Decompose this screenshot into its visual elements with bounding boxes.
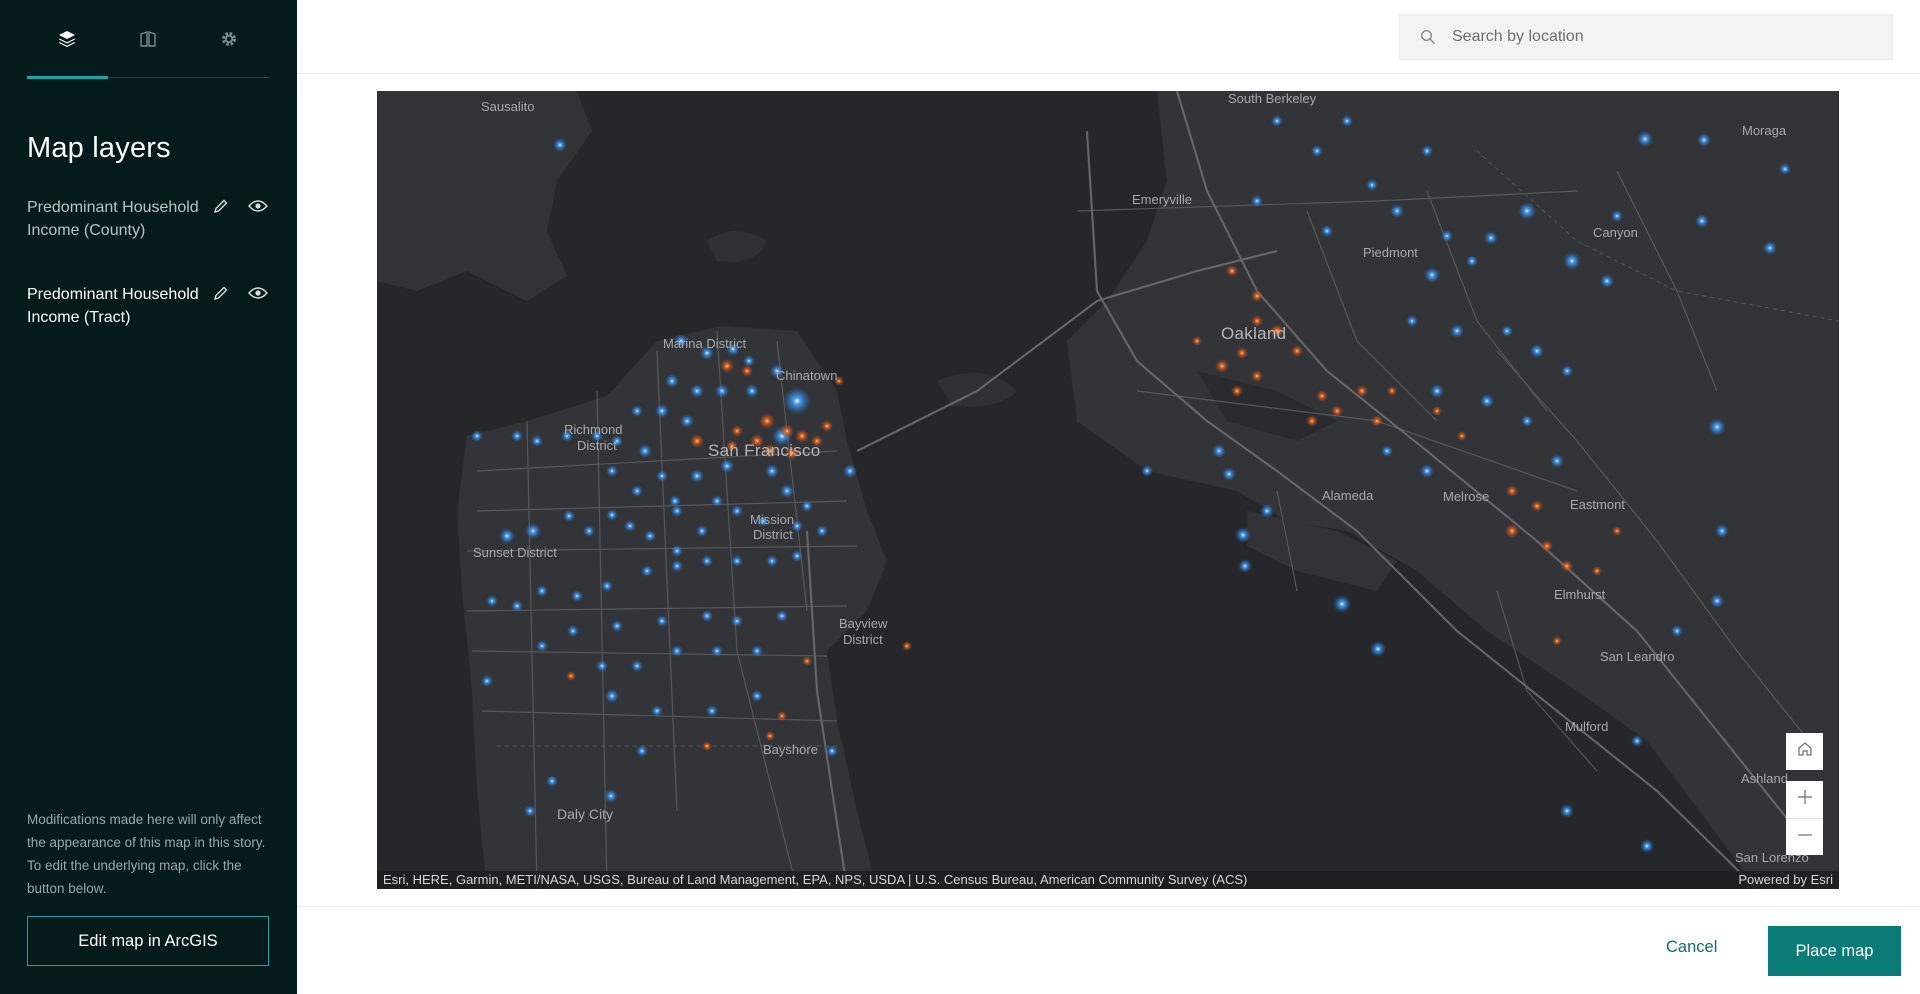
label-oakland: Oakland bbox=[1221, 324, 1287, 343]
powered-by-esri[interactable]: Powered by Esri bbox=[1738, 872, 1833, 887]
label-sausalito: Sausalito bbox=[481, 99, 535, 114]
gear-icon bbox=[219, 29, 239, 49]
income-dots bbox=[471, 115, 1813, 853]
label-bayshore: Bayshore bbox=[763, 742, 818, 757]
tab-layers[interactable] bbox=[27, 0, 108, 79]
label-canyon: Canyon bbox=[1593, 225, 1638, 240]
edit-map-button[interactable]: Edit map in ArcGIS bbox=[27, 916, 269, 966]
cancel-button[interactable]: Cancel bbox=[1666, 938, 1718, 956]
label-south-berkeley: South Berkeley bbox=[1228, 91, 1317, 106]
home-icon bbox=[1796, 740, 1814, 763]
edit-layer-button[interactable] bbox=[210, 198, 232, 218]
label-bayview: Bayview bbox=[839, 616, 888, 631]
search-box[interactable] bbox=[1399, 14, 1893, 60]
layer-name: Predominant Household Income (County) bbox=[27, 199, 199, 239]
map-view[interactable]: Sausalito South Berkeley Moraga Emeryvil… bbox=[377, 91, 1839, 889]
layer-item-tract[interactable]: Predominant Household Income (Tract) bbox=[27, 283, 277, 329]
label-daly-city: Daly City bbox=[557, 806, 614, 822]
eye-icon bbox=[248, 286, 268, 305]
sidebar: Map layers Predominant Household Income … bbox=[0, 0, 297, 994]
label-melrose: Melrose bbox=[1443, 489, 1490, 504]
map-attribution: Esri, HERE, Garmin, METI/NASA, USGS, Bur… bbox=[377, 871, 1839, 889]
label-mulford: Mulford bbox=[1565, 719, 1609, 734]
label-emeryville: Emeryville bbox=[1132, 192, 1192, 207]
panel-title: Map layers bbox=[27, 132, 171, 164]
layers-icon bbox=[57, 29, 77, 49]
label-san-leandro: San Leandro bbox=[1600, 649, 1675, 664]
label-mission-district: District bbox=[753, 527, 793, 542]
label-elmhurst: Elmhurst bbox=[1554, 587, 1606, 602]
label-eastmont: Eastmont bbox=[1570, 497, 1625, 512]
bottom-bar bbox=[297, 906, 1920, 994]
layer-name: Predominant Household Income (Tract) bbox=[27, 286, 199, 326]
visibility-toggle[interactable] bbox=[247, 198, 269, 218]
label-ashland: Ashland bbox=[1741, 771, 1788, 786]
label-richmond-district: District bbox=[577, 438, 617, 453]
eye-icon bbox=[248, 199, 268, 218]
label-moraga: Moraga bbox=[1742, 123, 1787, 138]
layer-item-county[interactable]: Predominant Household Income (County) bbox=[27, 196, 277, 242]
pencil-icon bbox=[213, 285, 229, 306]
zoom-in-button[interactable] bbox=[1786, 781, 1823, 818]
legend-icon bbox=[138, 29, 158, 49]
zoom-out-button[interactable] bbox=[1786, 818, 1823, 855]
label-chinatown: Chinatown bbox=[776, 368, 838, 383]
label-mission: Mission bbox=[750, 512, 795, 527]
search-input[interactable] bbox=[1452, 28, 1852, 46]
edit-layer-button[interactable] bbox=[210, 285, 232, 305]
zoom-out-icon bbox=[1796, 826, 1814, 849]
label-bayview-district: District bbox=[843, 632, 883, 647]
search-icon bbox=[1418, 27, 1438, 47]
home-button[interactable] bbox=[1786, 733, 1823, 770]
zoom-in-icon bbox=[1796, 788, 1814, 811]
tab-settings[interactable] bbox=[188, 0, 269, 78]
attribution-text: Esri, HERE, Garmin, METI/NASA, USGS, Bur… bbox=[383, 872, 1248, 887]
label-marina: Marina District bbox=[663, 336, 747, 351]
sidebar-tabs bbox=[27, 0, 269, 79]
top-bar bbox=[297, 0, 1920, 74]
modification-note: Modifications made here will only affect… bbox=[27, 812, 266, 896]
place-map-button[interactable]: Place map bbox=[1768, 926, 1901, 976]
visibility-toggle[interactable] bbox=[247, 285, 269, 305]
label-sunset: Sunset District bbox=[473, 545, 557, 560]
label-alameda: Alameda bbox=[1322, 488, 1374, 503]
label-san-francisco: San Francisco bbox=[708, 441, 821, 460]
label-piedmont: Piedmont bbox=[1363, 245, 1418, 260]
pencil-icon bbox=[213, 198, 229, 219]
label-richmond: Richmond bbox=[564, 422, 623, 437]
tab-legend[interactable] bbox=[108, 0, 189, 78]
basemap bbox=[377, 91, 1839, 889]
